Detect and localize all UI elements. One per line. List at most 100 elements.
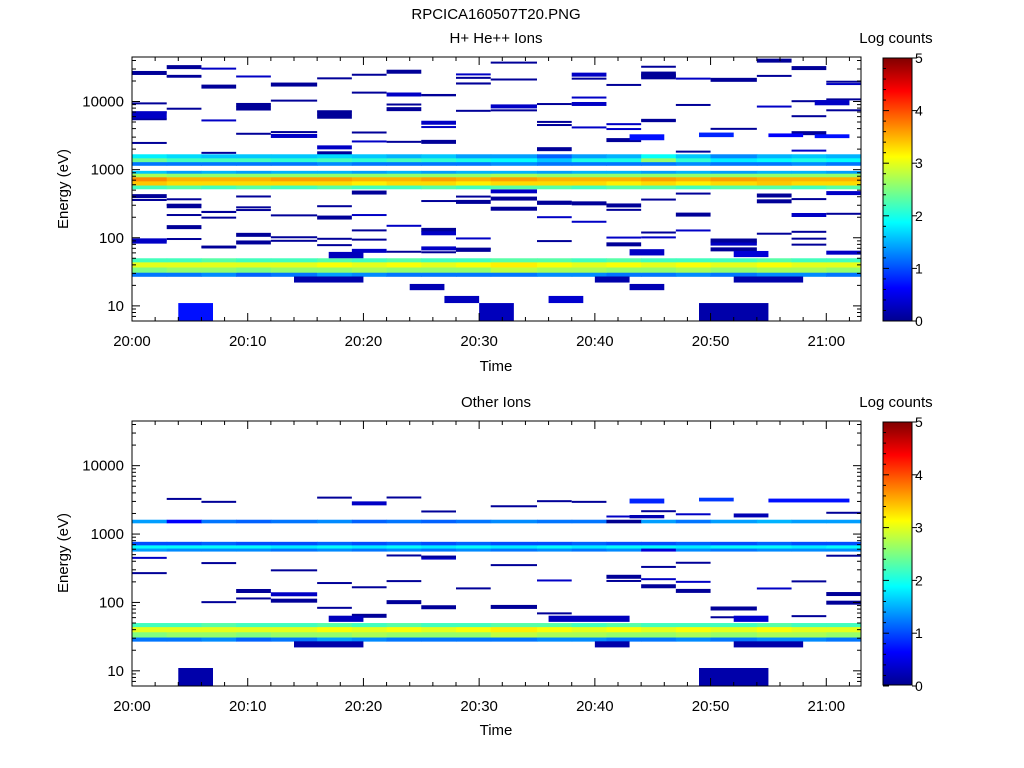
heatmap-line	[386, 107, 422, 112]
heatmap-cell	[201, 185, 237, 190]
heatmap-cell	[641, 181, 677, 186]
heatmap-line	[490, 564, 537, 567]
heatmap-cell	[606, 626, 642, 633]
heatmap-patch	[699, 132, 734, 138]
heatmap-patch	[629, 514, 665, 519]
heatmap-cell	[421, 519, 457, 524]
heatmap-line	[641, 584, 676, 589]
heatmap-cell	[571, 262, 607, 268]
heatmap-cell	[270, 626, 318, 633]
heatmap-line	[456, 247, 491, 252]
heatmap-cell	[132, 161, 168, 166]
heatmap-cell	[386, 548, 422, 552]
heatmap-patch	[409, 283, 445, 291]
heatmap-line	[537, 240, 572, 243]
heatmap-line	[791, 100, 827, 103]
heatmap-line	[826, 554, 861, 557]
heatmap-line	[421, 120, 456, 125]
heatmap-cell	[236, 519, 272, 524]
heatmap-line	[791, 237, 827, 240]
heatmap-cell	[317, 545, 353, 549]
heatmap-cell	[675, 548, 712, 552]
x-axis-label: Time	[480, 722, 513, 739]
heatmap-cell	[236, 181, 272, 186]
heatmap-cell	[571, 548, 607, 552]
heatmap-line	[710, 606, 757, 611]
heatmap-cell	[421, 154, 457, 159]
heatmap-cell	[675, 267, 712, 273]
heatmap-cell	[351, 267, 388, 273]
plot-frame	[131, 420, 862, 687]
colorbar-label: Log counts	[859, 394, 932, 411]
heatmap-cell	[421, 272, 457, 277]
panel-other-ions: Other Ions 20:00 20:10 20:20 20:30 20:40 20:5…	[55, 394, 933, 739]
heatmap-line	[201, 119, 237, 122]
heatmap-cell	[490, 637, 538, 642]
heatmap-line	[710, 616, 757, 619]
heatmap-line	[537, 124, 572, 127]
x-tick-label: 20:00	[113, 333, 151, 350]
heatmap-cell	[386, 170, 422, 174]
heatmap-cell	[490, 267, 538, 273]
heatmap-cell	[132, 626, 168, 633]
heatmap-cell	[351, 173, 388, 178]
heatmap-line	[421, 246, 456, 251]
heatmap-cell	[421, 626, 457, 633]
heatmap-cell	[537, 626, 573, 633]
heatmap-line	[537, 103, 572, 106]
heatmap-line	[641, 236, 676, 239]
heatmap-line	[791, 580, 827, 583]
heatmap-cell	[675, 176, 712, 182]
heatmap-line	[826, 98, 861, 101]
heatmap-line	[756, 199, 792, 204]
heatmap-line	[791, 66, 827, 71]
heatmap-patch	[178, 667, 213, 686]
heatmap-cell	[236, 173, 272, 178]
heatmap-cell	[756, 548, 793, 552]
heatmap-cell	[421, 185, 457, 190]
heatmap-cell	[317, 626, 353, 633]
heatmap-line	[826, 191, 861, 196]
heatmap-line	[351, 586, 387, 589]
heatmap-line	[351, 229, 387, 232]
y-tick-label: 100	[99, 594, 124, 611]
heatmap-line	[641, 510, 676, 513]
heatmap-cell	[490, 623, 538, 628]
heatmap-line	[490, 189, 537, 194]
heatmap-cell	[317, 548, 353, 552]
heatmap-cell	[606, 272, 642, 277]
heatmap-cell	[317, 161, 353, 166]
heatmap-cell	[537, 545, 573, 549]
heatmap-cell	[386, 262, 422, 268]
heatmap-cell	[537, 272, 573, 277]
heatmap-line	[606, 236, 642, 239]
heatmap-line	[490, 604, 537, 609]
heatmap-line	[317, 151, 352, 156]
heatmap-cell	[166, 154, 202, 159]
heatmap-cell	[351, 170, 388, 174]
heatmap-cell	[571, 545, 607, 549]
heatmap-line	[571, 96, 607, 99]
heatmap-cell	[386, 176, 422, 182]
heatmap-cell	[710, 185, 758, 190]
heatmap-cell	[456, 185, 492, 190]
y-tick-label: 1000	[91, 162, 124, 179]
heatmap-cell	[537, 262, 573, 268]
heatmap-cell	[351, 548, 388, 552]
heatmap-cell	[421, 267, 457, 273]
heatmap-line	[490, 206, 537, 211]
x-tick-label: 20:00	[113, 698, 151, 715]
heatmap-patch	[178, 303, 213, 321]
heatmap-cell	[386, 545, 422, 549]
heatmap-cell	[826, 258, 861, 263]
heatmap-line	[201, 601, 237, 604]
heatmap-cell	[675, 262, 712, 268]
heatmap-line	[710, 241, 757, 246]
heatmap-cell	[756, 267, 793, 273]
heatmap-cell	[270, 170, 318, 174]
heatmap-line	[351, 501, 387, 506]
heatmap-cell	[386, 267, 422, 273]
heatmap-cell	[166, 173, 202, 178]
colorbar-tick-label: 3	[915, 520, 923, 536]
heatmap-cell	[201, 176, 237, 182]
